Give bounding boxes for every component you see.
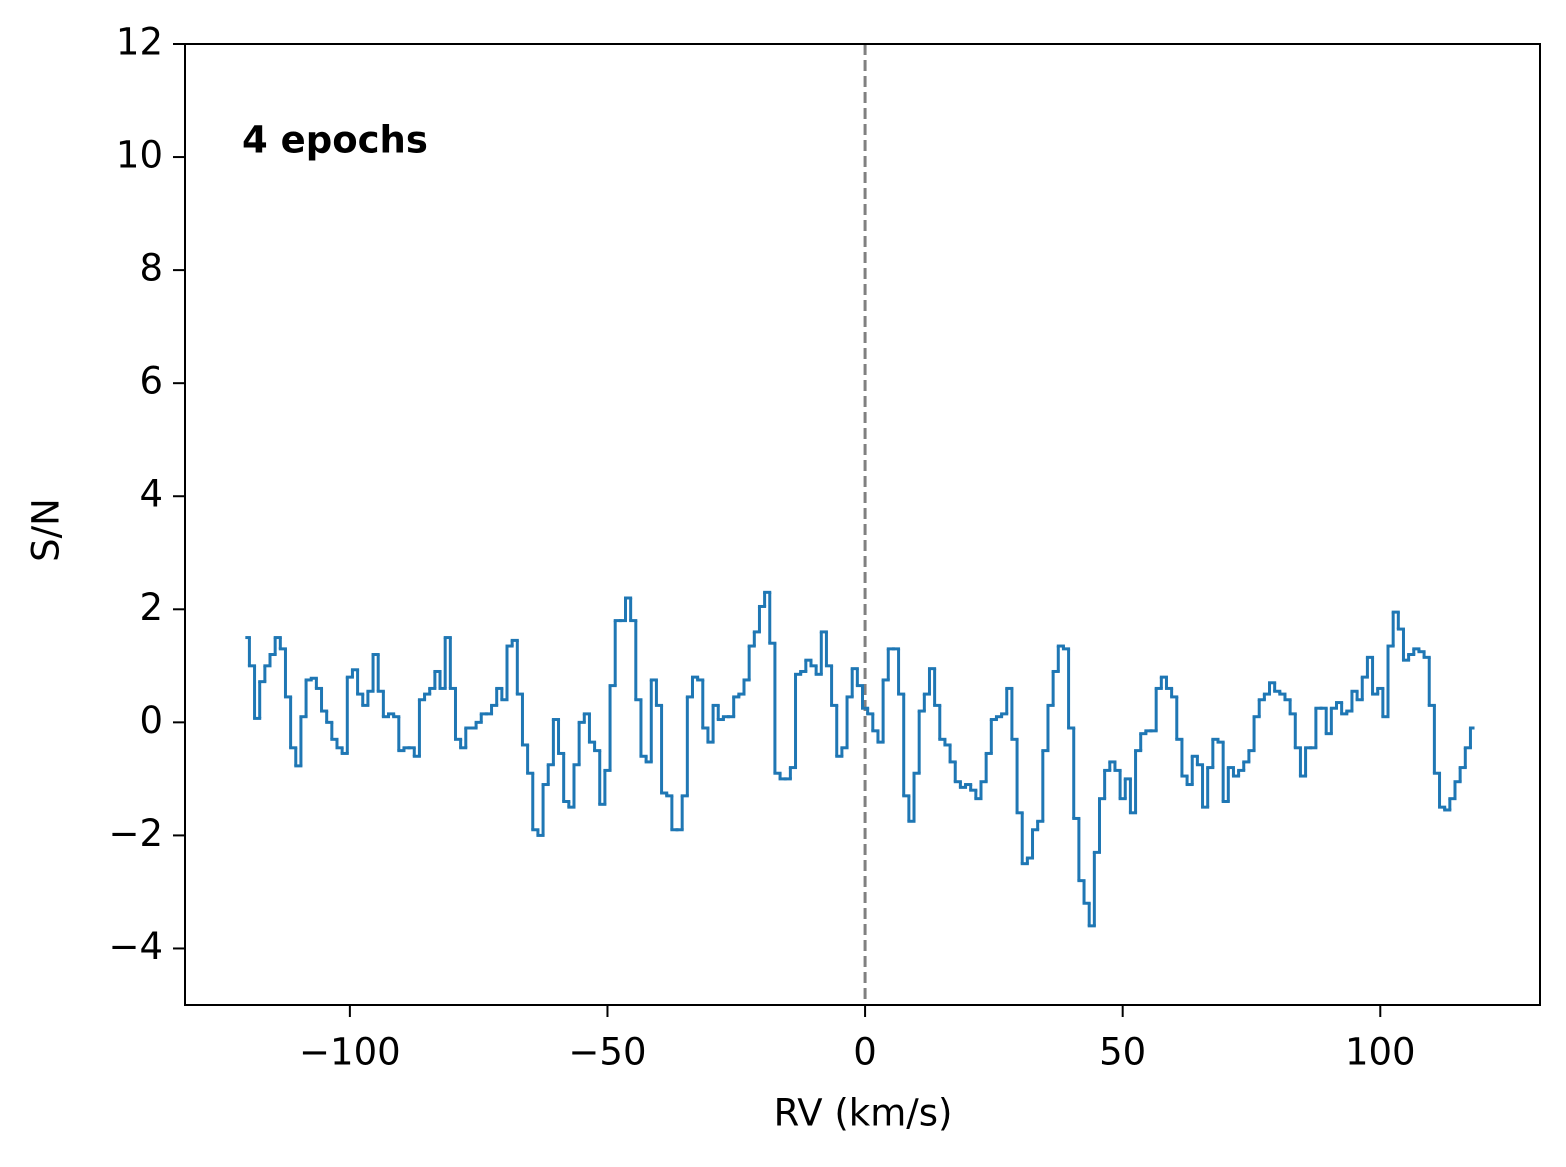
- plot-frame: [184, 43, 1541, 1006]
- y-axis-label: S/N: [25, 498, 68, 562]
- y-tick-label: 10: [116, 134, 163, 177]
- x-axis-label: RV (km/s): [774, 1092, 953, 1135]
- x-tick-label: 50: [1099, 1031, 1146, 1074]
- y-tick-label: 8: [139, 247, 163, 290]
- y-tick-label: 2: [139, 586, 163, 629]
- annotation: 4 epochs: [242, 119, 428, 162]
- y-tick-label: −4: [108, 925, 163, 968]
- y-tick-label: 0: [139, 699, 163, 742]
- x-tick-label: −50: [568, 1031, 646, 1074]
- x-tick-label: 100: [1345, 1031, 1416, 1074]
- step-risers: [247, 592, 1472, 926]
- y-tick-label: 6: [139, 360, 163, 403]
- x-tick-label: 0: [853, 1031, 877, 1074]
- y-tick-label: −2: [108, 812, 163, 855]
- x-tick-label: −100: [299, 1031, 401, 1074]
- y-tick-label: 12: [116, 21, 163, 64]
- y-tick-label: 4: [139, 473, 163, 516]
